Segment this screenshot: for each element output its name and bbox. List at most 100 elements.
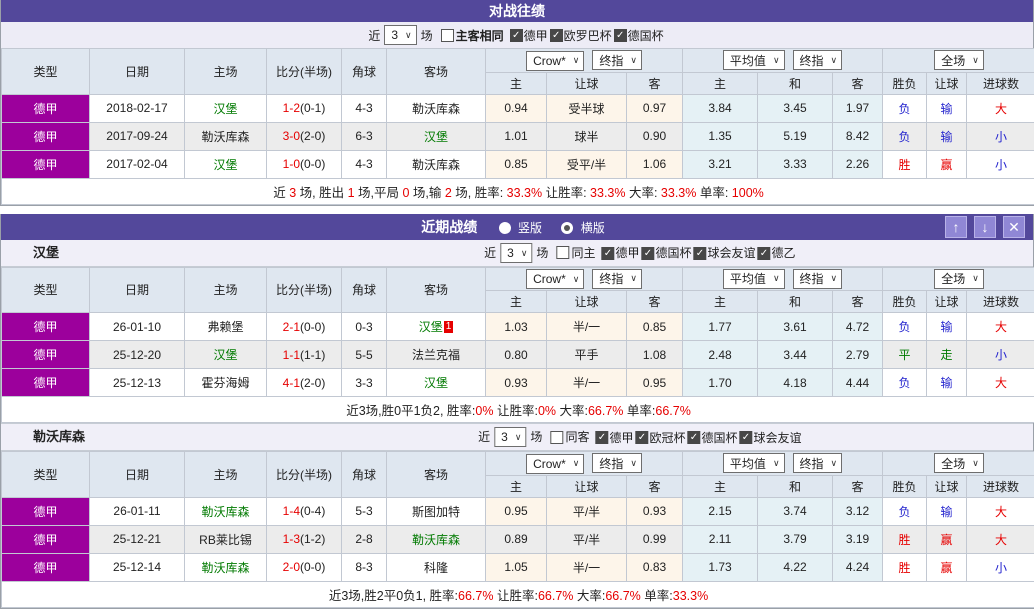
near-label: 近 <box>478 424 490 450</box>
league-checkbox[interactable]: ✓欧罗巴杯 <box>550 27 612 44</box>
checkbox-checked-icon[interactable]: ✓ <box>635 431 648 444</box>
header-cell: 让球 <box>927 475 967 497</box>
scroll-up-button[interactable]: ↑ <box>945 216 967 238</box>
checkbox-checked-icon[interactable]: ✓ <box>693 247 706 260</box>
summary-part: 场, 胜出 <box>296 186 347 200</box>
league-checkbox[interactable]: ✓德乙 <box>758 240 796 266</box>
date-cell: 25-12-20 <box>90 341 185 369</box>
halftime-score: (2-0) <box>300 129 325 143</box>
checkbox-unchecked-icon[interactable] <box>556 246 569 259</box>
avg-odds-cell: 3.33 <box>758 150 833 178</box>
checkbox-checked-icon[interactable]: ✓ <box>550 29 563 42</box>
league-checkbox[interactable]: ✓德甲 <box>601 240 639 266</box>
odds-source-select[interactable]: 终指∨ <box>592 453 642 473</box>
header-cell: 让球 <box>547 291 627 313</box>
radio-icon[interactable] <box>499 222 511 234</box>
team-name: 法兰克福 <box>412 348 460 362</box>
corner-cell: 5-5 <box>342 341 387 369</box>
same-away-checkbox[interactable]: 同客 <box>550 424 589 450</box>
odds-cell: 0.85 <box>486 150 547 178</box>
section-gap <box>0 206 1034 214</box>
result-cell: 小 <box>967 341 1034 369</box>
radio-icon[interactable] <box>561 222 573 234</box>
odds-cell: 受半球 <box>547 94 627 122</box>
header-cell: 角球 <box>342 49 387 95</box>
summary-part: 大率: <box>626 186 661 200</box>
scope-select[interactable]: 全场∨ <box>934 453 984 473</box>
league-label: 球会友谊 <box>754 425 802 451</box>
league-checkbox[interactable]: ✓德国杯 <box>614 27 664 44</box>
scope-select[interactable]: 全场∨ <box>934 50 984 70</box>
avg-odds-select[interactable]: 终指∨ <box>793 453 843 473</box>
avg-odds-select[interactable]: 平均值∨ <box>723 269 785 289</box>
league-checkbox[interactable]: ✓球会友谊 <box>693 240 755 266</box>
league-checkbox[interactable]: ✓德国杯 <box>641 240 691 266</box>
halftime-score: (1-1) <box>300 348 325 362</box>
checkbox-checked-icon[interactable]: ✓ <box>510 29 523 42</box>
checkbox-checked-icon[interactable]: ✓ <box>614 29 627 42</box>
league-checkbox[interactable]: ✓欧冠杯 <box>635 425 685 451</box>
header-cell: 日期 <box>90 452 185 498</box>
chevron-down-icon: ∨ <box>573 55 580 66</box>
league-label: 球会友谊 <box>707 240 755 266</box>
odds-source-select[interactable]: 终指∨ <box>592 50 642 70</box>
scope-select[interactable]: 全场∨ <box>934 269 984 289</box>
date-cell: 25-12-21 <box>90 525 185 553</box>
avg-odds-select[interactable]: 终指∨ <box>793 269 843 289</box>
header-cell: 主 <box>486 291 547 313</box>
team-name: 汉堡 <box>213 102 237 116</box>
recent-count-select[interactable]: 3 ∨ <box>384 25 416 45</box>
odds-source-select[interactable]: Crow*∨ <box>526 51 584 71</box>
fulltime-score: 1-2 <box>283 101 300 115</box>
avg-odds-select[interactable]: 平均值∨ <box>723 50 785 70</box>
league-checkbox[interactable]: ✓德甲 <box>595 425 633 451</box>
away-team-name: 勒沃库森 <box>33 424 85 450</box>
league-checkbox[interactable]: ✓德国杯 <box>687 425 737 451</box>
date-cell: 2017-02-04 <box>90 150 185 178</box>
horizontal-layout-radio[interactable]: 横版 <box>561 221 604 235</box>
same-venue-checkbox[interactable]: 主客相同 <box>441 27 504 44</box>
odds-cell: 0.94 <box>486 94 547 122</box>
same-home-checkbox[interactable]: 同主 <box>556 240 595 266</box>
recent-count-select[interactable]: 3 ∨ <box>500 243 532 263</box>
checkbox-checked-icon[interactable]: ✓ <box>687 431 700 444</box>
odds-source-select[interactable]: 终指∨ <box>592 269 642 289</box>
league-cell: 德甲 <box>2 94 90 122</box>
checkbox-checked-icon[interactable]: ✓ <box>641 247 654 260</box>
league-checkbox[interactable]: ✓德甲 <box>510 27 548 44</box>
h2h-panel: 对战往绩 近 3 ∨ 场 主客相同 ✓德甲✓欧罗巴杯✓德国杯 类型日期主场比分(… <box>0 0 1034 206</box>
league-label: 德国杯 <box>655 240 691 266</box>
checkbox-unchecked-icon[interactable] <box>441 29 454 42</box>
league-checkbox[interactable]: ✓球会友谊 <box>740 425 802 451</box>
league-cell: 德甲 <box>2 369 90 397</box>
close-button[interactable]: ✕ <box>1003 216 1025 238</box>
avg-odds-select[interactable]: 终指∨ <box>793 50 843 70</box>
summary-part: 场,输 <box>409 186 444 200</box>
avg-odds-cell: 3.74 <box>758 497 833 525</box>
home-team-cell: 勒沃库森 <box>185 122 267 150</box>
checkbox-checked-icon[interactable]: ✓ <box>601 247 614 260</box>
league-label: 德甲 <box>615 240 639 266</box>
checkbox-unchecked-icon[interactable] <box>550 431 563 444</box>
avg-odds-select[interactable]: 平均值∨ <box>723 453 785 473</box>
avg-odds-cell: 3.12 <box>833 497 883 525</box>
result-cell: 胜 <box>883 553 927 581</box>
odds-source-select[interactable]: Crow*∨ <box>526 269 584 289</box>
scroll-down-button[interactable]: ↓ <box>974 216 996 238</box>
select-value: 终指 <box>800 270 824 287</box>
chevron-down-icon: ∨ <box>831 55 838 66</box>
odds-source-select[interactable]: Crow*∨ <box>526 454 584 474</box>
checkbox-checked-icon[interactable]: ✓ <box>595 431 608 444</box>
score-cell: 1-4(0-4) <box>267 497 342 525</box>
checkbox-checked-icon[interactable]: ✓ <box>758 247 771 260</box>
vertical-layout-radio[interactable]: 竖版 <box>499 221 546 235</box>
header-cell: 胜负 <box>883 72 927 94</box>
header-cell: 类型 <box>2 49 90 95</box>
recent-count-select[interactable]: 3 ∨ <box>494 427 526 447</box>
checkbox-checked-icon[interactable]: ✓ <box>740 431 753 444</box>
